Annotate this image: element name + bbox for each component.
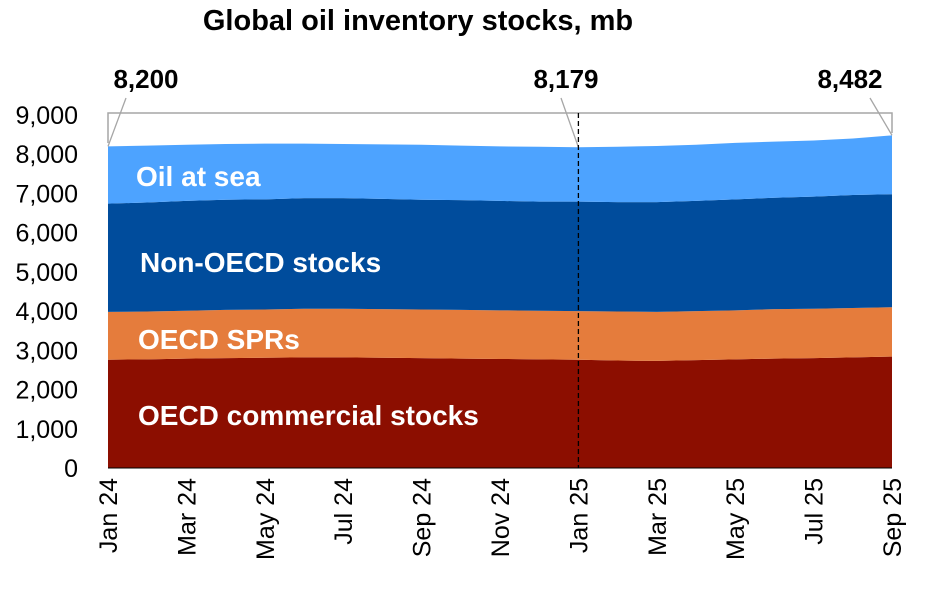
x-tick-label: Mar 25 xyxy=(644,478,672,556)
x-tick-label: May 24 xyxy=(252,478,280,560)
series-label-oil-at-sea: Oil at sea xyxy=(136,161,261,192)
y-tick-label: 3,000 xyxy=(15,337,78,365)
x-tick-label: Sep 24 xyxy=(409,478,437,557)
series-label-non-oecd-stocks: Non-OECD stocks xyxy=(140,247,381,278)
chart-title: Global oil inventory stocks, mb xyxy=(203,5,633,37)
x-tick-label: Mar 24 xyxy=(173,478,201,556)
x-axis: Jan 24 Mar 24 May 24 Jul 24 Sep 24 Nov 24 Jan … xyxy=(95,478,907,560)
x-tick-label: Jan 24 xyxy=(95,478,123,553)
x-tick-label: Jan 25 xyxy=(565,478,593,553)
y-tick-label: 8,000 xyxy=(15,141,78,169)
y-tick-label: 9,000 xyxy=(15,102,78,130)
y-tick-label: 1,000 xyxy=(15,416,78,444)
y-tick-label: 7,000 xyxy=(15,180,78,208)
series-labels: OECD commercial stocks OECD SPRs Non-OECD … xyxy=(136,161,479,431)
area-non-oecd-stocks xyxy=(108,194,892,312)
x-tick-label: Jul 25 xyxy=(801,478,829,545)
area-oil-at-sea xyxy=(108,135,892,204)
callout-leader-line xyxy=(107,97,127,147)
x-tick-label: Sep 25 xyxy=(879,478,907,557)
y-tick-label: 6,000 xyxy=(15,220,78,248)
stacked-areas xyxy=(108,135,892,468)
callout-leader-line xyxy=(869,97,893,136)
x-tick-label: Jul 24 xyxy=(330,478,358,545)
callout-value: 8,482 xyxy=(817,64,882,94)
y-tick-label: 2,000 xyxy=(15,377,78,405)
x-tick-label: May 25 xyxy=(722,478,750,560)
callout-value: 8,179 xyxy=(533,64,598,94)
callout-leader-line xyxy=(560,97,580,148)
y-tick-label: 4,000 xyxy=(15,298,78,326)
area-oecd-sprs xyxy=(108,307,892,361)
series-label-oecd-sprs: OECD SPRs xyxy=(138,324,300,355)
y-tick-label: 0 xyxy=(64,455,78,483)
x-tick-label: Nov 24 xyxy=(487,478,515,557)
callout-box xyxy=(107,112,893,143)
annotations: 8,200 8,179 8,482 xyxy=(107,64,893,468)
y-axis: 0 1,000 2,000 3,000 4,000 5,000 6,000 7,000 8,00… xyxy=(15,102,892,483)
series-label-oecd-commercial-stocks: OECD commercial stocks xyxy=(138,400,479,431)
callout-value: 8,200 xyxy=(113,64,178,94)
y-tick-label: 5,000 xyxy=(15,259,78,287)
area-oecd-commercial-stocks xyxy=(108,356,892,468)
